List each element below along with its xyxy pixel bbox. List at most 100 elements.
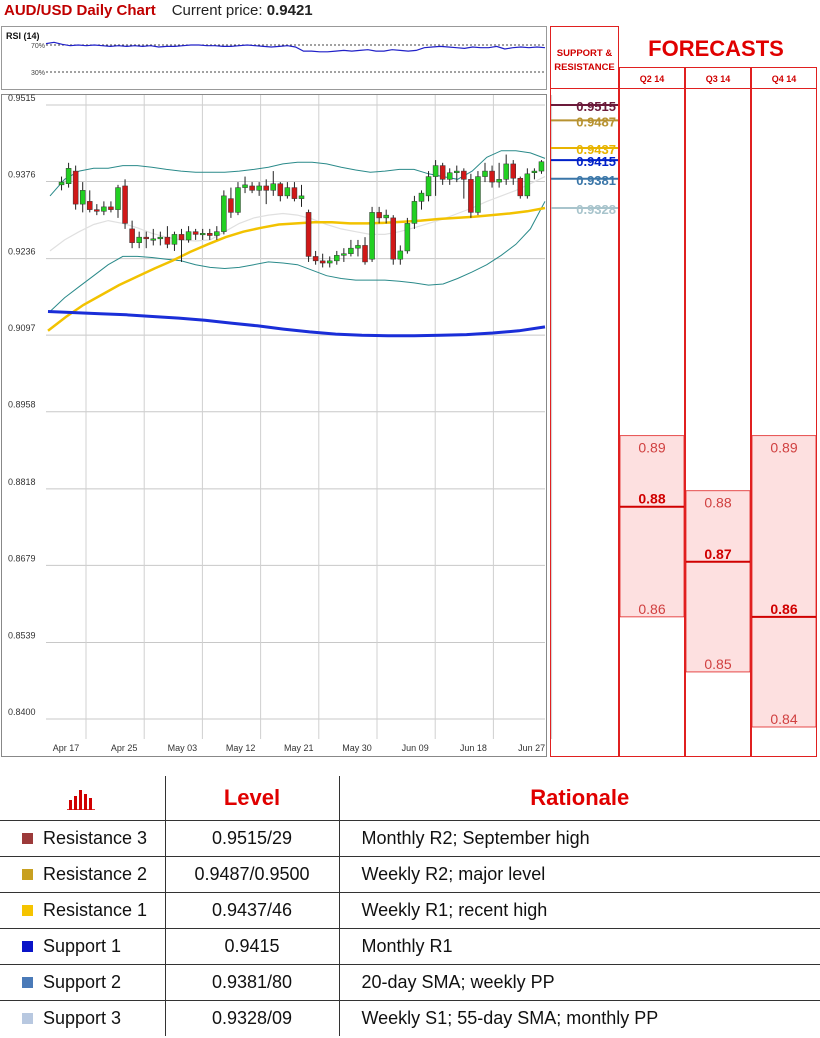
table-row: Resistance 1 0.9437/46 Weekly R1; recent h…: [0, 892, 820, 929]
candle: [221, 190, 227, 235]
x-tick-label: Apr 25: [111, 743, 138, 753]
sr-level-label: 0.9328: [576, 202, 616, 217]
candle-body: [418, 192, 425, 202]
candle: [326, 256, 333, 268]
quarter-label: Q3 14: [706, 74, 731, 84]
bar-chart-icon: [67, 790, 96, 811]
row-name: Resistance 3: [43, 828, 148, 848]
levels-table-body: Resistance 3 0.9515/29 Monthly R2; Septemb…: [0, 820, 820, 1036]
forecast-high-label: 0.89: [770, 440, 797, 456]
candle: [334, 250, 340, 265]
candle: [538, 160, 545, 174]
row-rationale: Weekly R1; recent high: [339, 892, 820, 929]
candle-body: [298, 195, 305, 199]
candle: [122, 179, 128, 229]
candle-body: [319, 260, 326, 264]
candle-body: [164, 236, 171, 245]
candle-body: [87, 201, 93, 210]
row-name-cell: Resistance 1: [0, 892, 166, 929]
quarter-label: Q4 14: [772, 74, 797, 84]
candle: [256, 182, 262, 196]
candle: [291, 182, 298, 202]
candle-body: [531, 170, 538, 173]
candle: [94, 204, 100, 216]
row-name-cell: Support 1: [0, 928, 166, 965]
forecast-low-label: 0.84: [770, 711, 797, 727]
candle: [468, 173, 474, 218]
rsi-label: RSI (14): [6, 31, 40, 41]
candle: [418, 190, 425, 210]
candle-body: [362, 245, 368, 263]
forecast-range-box: [619, 435, 685, 618]
row-name-cell: Resistance 3: [0, 820, 166, 857]
candle-body: [284, 187, 291, 197]
candle: [461, 168, 467, 199]
candle-body: [185, 231, 192, 241]
candle-body: [143, 236, 149, 240]
quarter-label: Q2 14: [640, 74, 665, 84]
row-name: Support 2: [43, 972, 122, 992]
candle-body: [221, 195, 227, 232]
row-level: 0.9415: [165, 928, 340, 965]
candle: [348, 239, 354, 257]
sr-header-line1: SUPPORT &: [557, 48, 613, 59]
candle: [206, 228, 213, 240]
chart-title: AUD/USD Daily Chart Current price: 0.9421: [4, 2, 313, 19]
candle: [270, 171, 277, 196]
row-rationale: Weekly R2; major level: [339, 856, 820, 893]
candle: [101, 201, 107, 216]
x-tick-label: May 21: [284, 743, 314, 753]
table-header-rationale: Rationale: [530, 785, 630, 810]
row-level: 0.9381/80: [165, 964, 340, 1001]
candle: [531, 168, 538, 180]
candle-body: [122, 185, 128, 224]
support-resistance-column: SUPPORT & RESISTANCE 0.95150.94870.94370…: [550, 26, 619, 757]
candle-body: [58, 181, 65, 186]
candle: [319, 253, 326, 268]
candle-body: [249, 185, 255, 191]
sr-level-label: 0.9487: [576, 114, 616, 129]
chart-area: RSI (14) 70% 30% 0.9515 0.9376 0.9236 0.909…: [1, 26, 817, 757]
candles: [58, 154, 545, 268]
candle: [312, 250, 319, 265]
forecast-range-box: [751, 435, 817, 728]
candle: [439, 162, 446, 185]
candle: [510, 160, 516, 185]
forecast-high-label: 0.89: [638, 440, 665, 456]
candle-body: [510, 163, 516, 179]
candle: [305, 209, 312, 262]
candle-body: [157, 236, 164, 240]
candle-body: [341, 253, 347, 256]
sr-level-label: 0.9381: [576, 173, 616, 188]
forecasts-column: FORECASTS Q2 14 0.89 0.88 0.86 Q3 14 0.88 0.87…: [619, 36, 817, 757]
forecast-high-label: 0.88: [704, 495, 731, 511]
candle: [214, 226, 220, 240]
candle-body: [277, 183, 284, 197]
candle: [397, 245, 404, 265]
candle-body: [376, 212, 382, 219]
blue-ma-line: [47, 310, 546, 338]
candle: [489, 165, 495, 188]
color-swatch: [22, 1013, 33, 1024]
candle: [454, 165, 460, 183]
row-name-cell: Support 3: [0, 1000, 166, 1036]
forecast-column-frame: [685, 67, 751, 757]
candle-body: [235, 187, 241, 213]
rsi-frame: [1, 26, 547, 90]
x-tick-label: Jun 18: [460, 743, 487, 753]
candle-body: [129, 228, 135, 243]
candle-body: [404, 223, 411, 252]
candle-body: [305, 212, 312, 257]
candle-body: [461, 170, 467, 180]
candle: [475, 171, 481, 216]
candle-body: [199, 233, 206, 236]
forecast-bars: Q2 14 0.89 0.88 0.86 Q3 14 0.88 0.87 0.85 Q4 14 0…: [619, 67, 817, 757]
table-row: Resistance 3 0.9515/29 Monthly R2; Septemb…: [0, 820, 820, 857]
sr-level: 0.9328: [551, 202, 618, 217]
table-header-level: Level: [165, 776, 340, 821]
rsi-panel: RSI (14) 70% 30%: [1, 26, 547, 90]
candle-body: [242, 184, 248, 188]
candle-body: [334, 255, 340, 262]
candle: [277, 182, 284, 202]
